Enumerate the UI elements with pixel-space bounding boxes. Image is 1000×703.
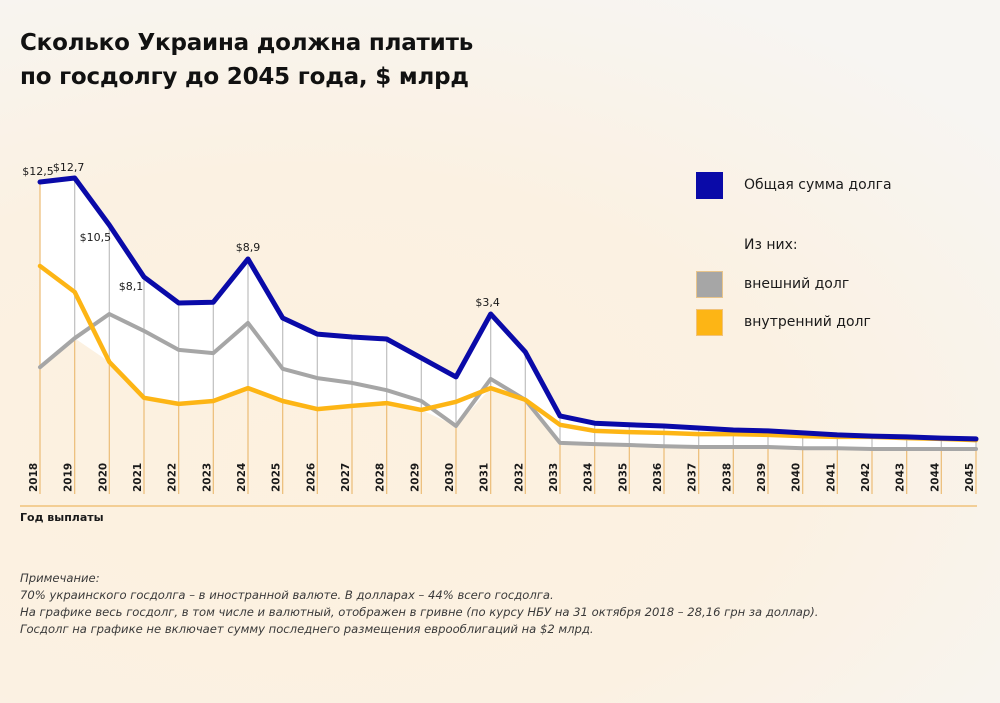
- series-line-external: [38, 312, 978, 451]
- x-tick-label: 2027: [340, 463, 352, 492]
- legend-item-total: Общая сумма долга: [696, 172, 892, 199]
- series-line-domestic: [37, 263, 979, 443]
- chart-title-line-1: Сколько Украина должна платить: [20, 30, 474, 56]
- x-tick-label: 2030: [444, 463, 456, 492]
- x-tick-label: 2041: [825, 463, 837, 492]
- x-tick-label: 2031: [479, 463, 491, 492]
- debt-chart: $12,5 $12,7 $10,5 $8,1 $8,9 $3,4 2018 2019 2020…: [20, 161, 979, 507]
- x-tick-label: 2033: [548, 463, 560, 492]
- band-fill-layer: [40, 178, 976, 449]
- chart-title-line-2: по госдолгу до 2045 года, $ млрд: [20, 64, 469, 90]
- x-tick-label: 2042: [860, 463, 872, 492]
- x-tick-label: 2045: [964, 463, 976, 492]
- data-label: $12,5: [22, 165, 54, 178]
- x-axis-title: Год выплаты: [20, 511, 104, 524]
- x-tick-label: 2029: [409, 463, 421, 492]
- x-tick-label: 2024: [236, 463, 248, 492]
- x-tick-label: 2022: [167, 463, 179, 492]
- data-label: $10,5: [80, 231, 112, 244]
- x-tick-label: 2038: [721, 463, 733, 492]
- series-line-total: [37, 175, 979, 442]
- x-tick-label: 2028: [375, 463, 387, 492]
- data-label: $8,1: [119, 280, 144, 293]
- x-tick-label: 2021: [132, 463, 144, 492]
- legend-swatch-domestic: [696, 309, 723, 336]
- x-tick-label: 2037: [687, 463, 699, 492]
- note-line: 70% украинского госдолга – в иностранной…: [20, 588, 554, 602]
- x-tick-label: 2032: [513, 463, 525, 492]
- x-tick-label: 2025: [271, 463, 283, 492]
- notes-heading: Примечание:: [20, 571, 100, 585]
- x-tick-label: 2019: [63, 463, 75, 492]
- series-lines-layer: [37, 175, 979, 451]
- x-tick-labels-layer: 2018 2019 2020 2021 2022 2023 2024 2025 2026 2027…: [28, 463, 976, 492]
- x-tick-label: 2044: [929, 463, 941, 492]
- note-line: На графике весь госдолг, в том числе и в…: [20, 605, 819, 619]
- legend-label-external: внешний долг: [744, 276, 850, 292]
- x-tick-label: 2039: [756, 463, 768, 492]
- data-label: $12,7: [53, 161, 85, 174]
- drop-lines-layer: [39, 178, 977, 494]
- legend-label-total: Общая сумма долга: [744, 177, 892, 193]
- x-tick-label: 2020: [97, 463, 109, 492]
- data-label: $8,9: [236, 241, 261, 254]
- x-tick-label: 2040: [791, 463, 803, 492]
- x-tick-label: 2018: [28, 463, 40, 492]
- legend-swatch-external: [696, 271, 723, 298]
- x-tick-label: 2035: [617, 463, 629, 492]
- x-tick-label: 2034: [583, 463, 595, 492]
- legend-item-external: внешний долг: [696, 271, 849, 298]
- legend-subheader: Из них:: [744, 237, 798, 253]
- band-fill: [40, 178, 976, 449]
- legend-item-domestic: внутренний долг: [696, 309, 871, 336]
- legend-label-domestic: внутренний долг: [744, 314, 871, 330]
- notes: Примечание: 70% украинского госдолга – в…: [20, 570, 818, 638]
- data-labels-layer: $12,5 $12,7 $10,5 $8,1 $8,9 $3,4: [22, 161, 500, 309]
- chart-title: Сколько Украина должна платить по госдол…: [20, 26, 473, 94]
- x-tick-label: 2036: [652, 463, 664, 492]
- note-line: Госдолг на графике не включает сумму пос…: [20, 622, 594, 636]
- data-label: $3,4: [475, 296, 500, 309]
- x-tick-label: 2043: [895, 463, 907, 492]
- legend-swatch-total: [696, 172, 723, 199]
- x-tick-label: 2026: [305, 463, 317, 492]
- x-tick-label: 2023: [201, 463, 213, 492]
